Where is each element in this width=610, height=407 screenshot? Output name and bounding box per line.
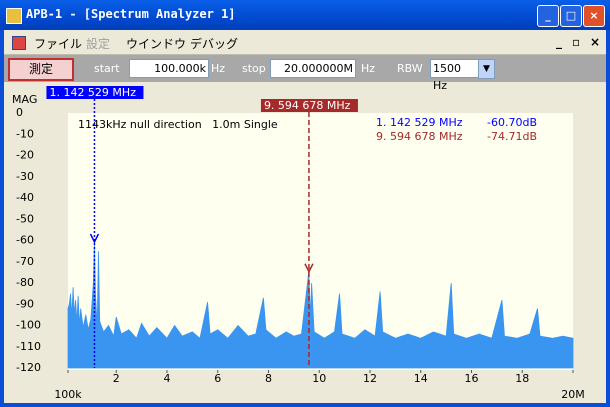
start-label: start [94, 62, 120, 75]
y-tick-label: -60 [16, 234, 34, 247]
dropdown-arrow[interactable]: ▼ [478, 59, 495, 79]
menu-item[interactable]: デバッグ [190, 37, 239, 51]
menu-item: 設定 [86, 37, 111, 51]
marker-readout-level: -60.70dB [487, 116, 537, 129]
y-tick-label: -30 [16, 170, 34, 183]
menu-item[interactable]: ファイル [34, 37, 83, 51]
x-tick-label: 16 [464, 372, 478, 385]
marker-box-label: 9. 594 678 MHz [264, 99, 351, 112]
x-tick-label: 8 [265, 372, 272, 385]
y-tick-label: -100 [16, 319, 41, 332]
title-bar: APB-1 - [Spectrum Analyzer 1] _ □ × [0, 0, 610, 30]
y-tick-label: -120 [16, 361, 41, 374]
stop-input[interactable]: 20.000000M [270, 59, 356, 78]
marker-readout-level: -74.71dB [487, 130, 537, 143]
window-title: APB-1 - [Spectrum Analyzer 1] [26, 7, 236, 21]
unit: Hz [361, 62, 376, 75]
marker-box [46, 86, 144, 99]
rbw-select[interactable]: 1500 Hz [430, 59, 480, 92]
y-axis-label: MAG [12, 93, 37, 106]
plot-area [68, 113, 573, 370]
marker-box-label: 1. 142 529 MHz [49, 86, 136, 99]
maximize[interactable]: □ [560, 5, 582, 27]
x-tick-label: 20M [561, 388, 585, 401]
y-tick-label: -50 [16, 212, 34, 225]
x-tick-label: 6 [214, 372, 221, 385]
x-tick-label: 4 [163, 372, 170, 385]
marker-arrow [304, 263, 314, 274]
y-tick-label: -80 [16, 276, 34, 289]
start-input[interactable]: 100.000k [129, 59, 209, 78]
marker-readout-freq: 1. 142 529 MHz [376, 116, 463, 129]
close[interactable]: × [583, 5, 605, 27]
x-tick-label: 12 [363, 372, 377, 385]
menu-bar: ファイル 設定 ウインドウ デバッグ _ ▫ × [4, 30, 606, 55]
child-icon [12, 36, 26, 50]
unit: Hz [211, 62, 226, 75]
toolbar: 測定 start 100.000k Hz stop 20.000000M Hz … [4, 55, 606, 92]
annotation: 1143kHz null direction 1.0m Single [78, 118, 278, 131]
child-close[interactable]: × [590, 35, 601, 49]
y-tick-label: 0 [16, 106, 23, 119]
x-tick-label: 18 [515, 372, 529, 385]
frame [606, 30, 610, 407]
spectrum [67, 241, 574, 369]
child-restore[interactable]: ▫ [572, 35, 581, 49]
y-tick-label: -90 [16, 297, 34, 310]
frame [0, 30, 4, 407]
y-tick-label: -70 [16, 255, 34, 268]
marker-box [260, 99, 358, 112]
x-tick-label: 10 [312, 372, 326, 385]
x-tick-label: 14 [414, 372, 428, 385]
rbw-label: RBW [397, 62, 423, 75]
measure-button[interactable]: 測定 [8, 58, 74, 81]
minimize[interactable]: _ [537, 5, 559, 27]
x-tick-label: 2 [113, 372, 120, 385]
y-tick-label: -110 [16, 340, 41, 353]
x-tick-label: 100k [54, 388, 82, 401]
stop-label: stop [242, 62, 266, 75]
y-tick-label: -10 [16, 127, 34, 140]
y-tick-label: -40 [16, 191, 34, 204]
marker-arrow [89, 233, 100, 244]
frame [0, 403, 610, 407]
marker-readout-freq: 9. 594 678 MHz [376, 130, 463, 143]
menu-item[interactable]: ウインドウ [126, 37, 187, 51]
y-tick-label: -20 [16, 149, 34, 162]
child-minimize[interactable]: _ [556, 35, 562, 49]
chart: MAG 1143kHz null direction 1.0m Single 0… [12, 86, 585, 401]
app-icon [6, 8, 22, 24]
